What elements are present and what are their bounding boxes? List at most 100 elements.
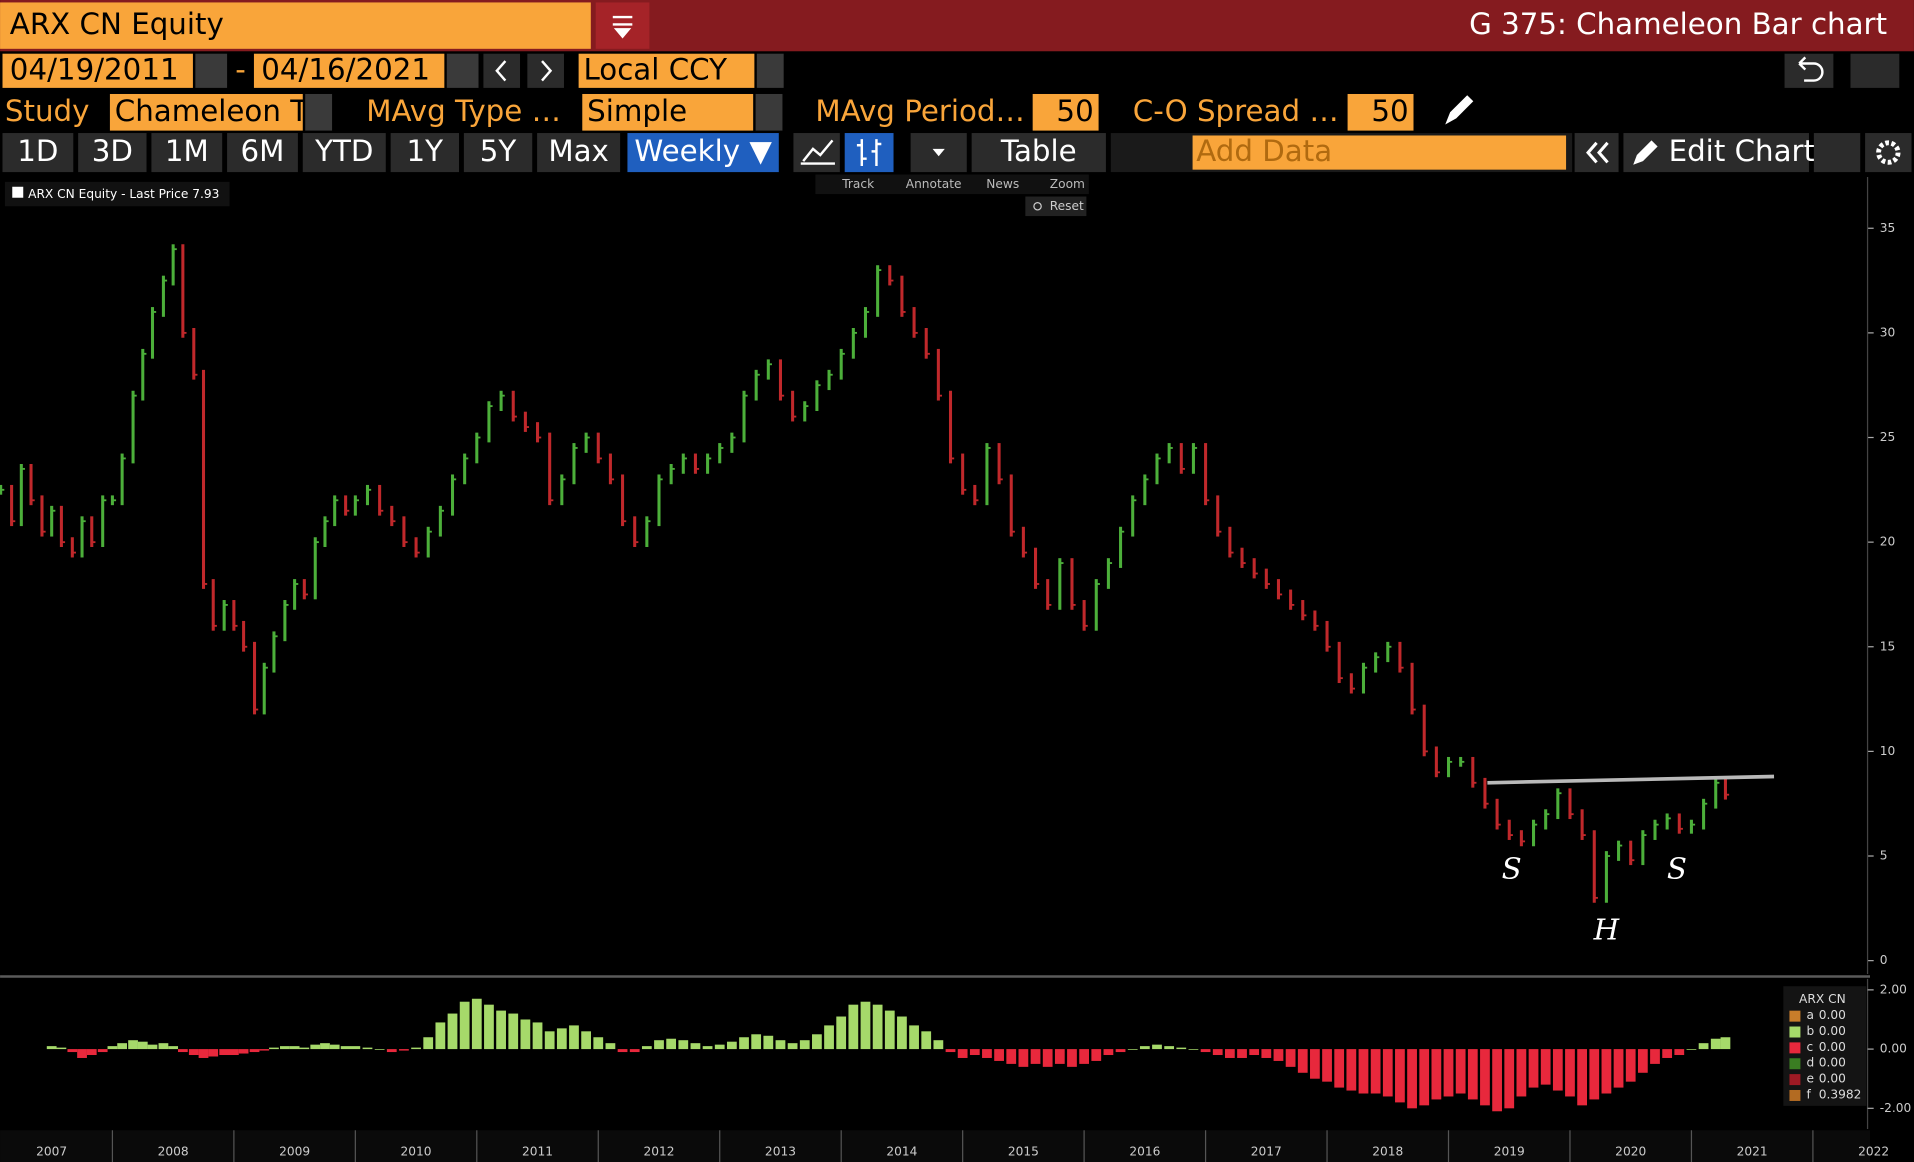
range-button[interactable] [390,133,459,173]
y-tick-label: 20 [1880,535,1896,549]
prev-button[interactable] [483,53,521,88]
tool-links: Track Annotate News Zoom [841,177,1085,191]
collapse-button[interactable] [1574,133,1619,173]
oscillator-bar [1601,1049,1612,1094]
oscillator-legend-title: ARX CN [1799,992,1846,1006]
tool-link[interactable]: Zoom [1050,177,1085,191]
mavg-period-input[interactable] [1032,93,1099,131]
range-button[interactable] [151,133,223,173]
next-icon [541,60,553,82]
oscillator-bar [1200,1049,1211,1053]
oscillator-bar [259,1049,270,1051]
oscillator-bar [188,1049,199,1056]
x-tick-label: 2012 [643,1145,674,1159]
oscillator-bar [641,1046,652,1050]
oscillator-bar [532,1022,543,1050]
start-date-text: 04/19/2011 [10,52,179,86]
oscillator-bar [994,1049,1004,1061]
oscillator-bar [969,1049,980,1056]
oscillator-bar [219,1049,230,1056]
oscillator-bar [198,1049,209,1058]
x-tick-label: 2009 [279,1145,310,1159]
oscillator-bar [787,1043,798,1050]
next-button[interactable] [527,53,564,88]
oscillator-bar [726,1041,737,1050]
range-button[interactable] [537,133,621,173]
start-date[interactable] [2,53,193,88]
range-label: 5Y [480,134,517,168]
tool-link[interactable]: News [986,177,1019,191]
pencil-icon[interactable] [1445,95,1474,125]
oscillator-bar [249,1049,260,1053]
oscillator-bar [1249,1049,1260,1056]
oscillator-bar [399,1049,409,1051]
oscillator-bar [1480,1049,1490,1106]
oscillator-bar [310,1044,321,1050]
dropdown[interactable] [305,93,333,131]
edit-chart: Edit Chart [1669,134,1815,168]
legend-swatch [1789,1074,1801,1086]
oscillator-bar [1261,1049,1272,1058]
undo-icon [1798,56,1824,82]
dropdown-icon [932,148,945,157]
currency-select[interactable] [578,53,755,88]
legend-name: a [1807,1008,1814,1022]
oscillator-bar [447,1013,458,1050]
reset-button[interactable] [1025,196,1087,217]
redo-button[interactable] [1850,53,1900,88]
edit-chart-button[interactable] [1623,133,1809,173]
oscillator-bar [751,1034,762,1050]
range-button[interactable] [2,133,74,173]
currency: Local CCY [584,52,728,86]
oscillator-bar [86,1049,97,1056]
mavg-type-select[interactable] [582,93,754,131]
x-axis-band [0,1130,1870,1162]
range-button[interactable] [302,133,386,173]
legend-value: 0.00 [1819,1008,1846,1022]
end-date[interactable] [253,53,445,88]
range-button[interactable] [463,133,533,173]
study-label: Study [5,94,90,128]
range-button[interactable] [78,133,147,173]
oscillator-bar [1188,1049,1199,1050]
settings-button[interactable] [1865,133,1912,173]
legend-name: e [1807,1072,1814,1086]
tool-link[interactable]: Annotate [906,177,962,191]
oscillator-bar [329,1044,340,1050]
oscillator-bar [67,1049,78,1053]
date-separator: - [235,52,246,86]
end-date-text: 04/16/2021 [261,52,430,86]
dropdown[interactable] [755,93,783,131]
study: Chameleon T [115,94,308,128]
legend-swatch [12,186,24,198]
x-axis: 2007 2008 2009 2010 2011 2012 2013 2014 2015 2016… [36,1130,1889,1162]
mavg-type-label: MAvg Type … [366,94,561,128]
co-spread-input[interactable] [1347,93,1414,131]
annotate-button[interactable] [1813,133,1861,173]
oscillator-bar [97,1049,108,1053]
tool-link[interactable]: Track [841,177,875,191]
oscillator-bar [1698,1043,1709,1050]
co-spread: 50 [1371,94,1408,128]
add-data-input[interactable] [1192,135,1567,170]
bar-chart-button[interactable] [844,133,894,173]
chart-tools [815,174,1089,195]
study-select[interactable] [109,93,303,131]
dropdown[interactable] [756,53,784,88]
oscillator-bar [556,1028,567,1050]
calendar-button[interactable] [195,53,228,88]
ticker-box[interactable] [0,2,591,49]
table-button[interactable] [971,133,1106,173]
oscillator-bar [1310,1049,1320,1079]
undo-button[interactable] [1784,53,1834,88]
oscillator-bar [763,1035,774,1050]
calendar-button[interactable] [446,53,479,88]
oscillator-bar [581,1031,592,1050]
range-buttons: 1D 3D 1M 6M YTD 1Y 5Y Max [2,133,621,173]
range-button[interactable] [227,133,298,173]
oscillator-bar [1030,1049,1041,1064]
frequency-select[interactable] [627,133,779,173]
x-tick-label: 2014 [886,1145,917,1159]
